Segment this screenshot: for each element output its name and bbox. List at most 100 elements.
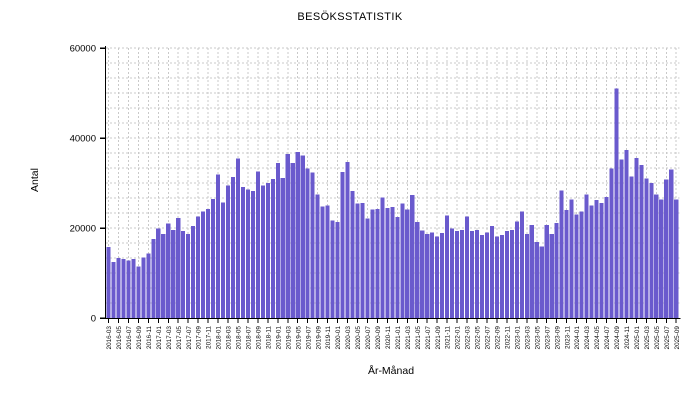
x-tick-label: 2023-11: [564, 326, 571, 349]
x-tick-label: 2016-11: [146, 326, 153, 349]
bar: [604, 196, 609, 318]
x-tick-label: 2021-07: [425, 326, 432, 350]
bar: [305, 168, 310, 318]
bar: [350, 191, 355, 318]
x-tick-label: 2022-11: [504, 326, 511, 349]
bar: [295, 151, 300, 318]
x-tick-label: 2019-11: [325, 326, 332, 349]
x-tick-label: 2018-01: [216, 326, 223, 350]
bar: [265, 183, 270, 318]
bar: [499, 234, 504, 318]
x-axis-title: År-Månad: [367, 365, 415, 377]
bar: [395, 216, 400, 318]
bar: [345, 161, 350, 318]
bar: [549, 233, 554, 318]
bar: [494, 236, 499, 318]
x-tick-label: 2017-07: [186, 326, 193, 350]
x-tick-label: 2016-05: [116, 326, 123, 350]
bar: [136, 266, 141, 318]
x-tick-label: 2024-01: [574, 326, 581, 350]
bar: [290, 162, 295, 318]
bar: [211, 199, 216, 318]
bar: [325, 205, 330, 318]
x-tick-label: 2021-09: [435, 326, 442, 350]
bar: [664, 179, 669, 318]
bar: [280, 178, 285, 318]
bar: [629, 176, 634, 318]
bar: [360, 202, 365, 318]
bar: [484, 232, 490, 318]
bar: [131, 259, 136, 318]
bar: [659, 199, 664, 318]
bar: [644, 178, 649, 318]
x-tick-label: 2023-09: [554, 326, 561, 350]
bar: [594, 200, 599, 318]
bar: [430, 232, 435, 318]
x-tick-label: 2018-03: [226, 326, 233, 350]
bar: [559, 190, 564, 318]
bar: [445, 215, 450, 318]
x-tick-label: 2018-05: [236, 326, 243, 350]
bar: [425, 233, 430, 318]
bar: [186, 233, 191, 318]
bar: [121, 259, 126, 318]
bar: [285, 154, 290, 318]
x-tick-label: 2019-01: [275, 326, 282, 350]
bar: [639, 165, 644, 318]
x-tick-label: 2022-01: [455, 326, 462, 350]
y-tick-label: 60000: [70, 44, 96, 55]
bar: [255, 171, 260, 318]
bar: [410, 195, 415, 318]
bar: [230, 177, 236, 318]
bar: [250, 191, 255, 318]
bar: [554, 223, 559, 318]
bar: [220, 202, 226, 318]
bar: [235, 158, 241, 318]
bar: [529, 224, 534, 318]
bar: [375, 209, 380, 318]
bar: [599, 202, 604, 318]
x-tick-label: 2020-01: [335, 326, 342, 350]
x-tick-label: 2020-11: [385, 326, 392, 349]
x-tick-label: 2016-07: [126, 326, 133, 350]
bar: [191, 225, 196, 318]
y-tick-label: 40000: [70, 134, 96, 145]
bar: [405, 209, 410, 318]
x-tick-label: 2021-05: [415, 326, 422, 350]
bar: [489, 226, 494, 318]
bar: [275, 162, 280, 318]
bar: [509, 229, 514, 318]
x-tick-label: 2025-01: [634, 326, 641, 350]
bar: [469, 231, 475, 318]
bar: [260, 185, 265, 318]
bar: [519, 211, 524, 318]
bar: [206, 209, 211, 318]
bar: [365, 218, 370, 318]
bar: [460, 229, 465, 318]
x-tick-label: 2021-03: [405, 326, 412, 350]
x-tick-label: 2021-11: [445, 326, 452, 349]
bar: [201, 211, 206, 318]
x-tick-label: 2024-11: [624, 326, 631, 349]
x-tick-label: 2018-11: [265, 326, 272, 349]
x-tick-label: 2020-07: [365, 326, 372, 350]
bar: [166, 223, 171, 318]
bar: [116, 258, 121, 318]
bar: [649, 183, 654, 318]
x-tick-label: 2024-07: [604, 326, 611, 350]
bar: [390, 206, 395, 318]
bar: [146, 253, 151, 318]
x-tick-label: 2022-07: [485, 326, 492, 350]
x-tick-label: 2025-09: [674, 326, 681, 350]
x-tick-label: 2016-09: [136, 326, 143, 350]
bar: [111, 262, 116, 318]
x-tick-label: 2023-03: [524, 326, 531, 350]
x-tick-label: 2019-07: [305, 326, 312, 350]
bar: [669, 169, 674, 318]
bar: [539, 246, 544, 318]
bar: [270, 178, 275, 318]
bar: [240, 187, 245, 318]
x-tick-label: 2017-01: [156, 326, 163, 350]
x-tick-label: 2022-05: [475, 326, 482, 350]
